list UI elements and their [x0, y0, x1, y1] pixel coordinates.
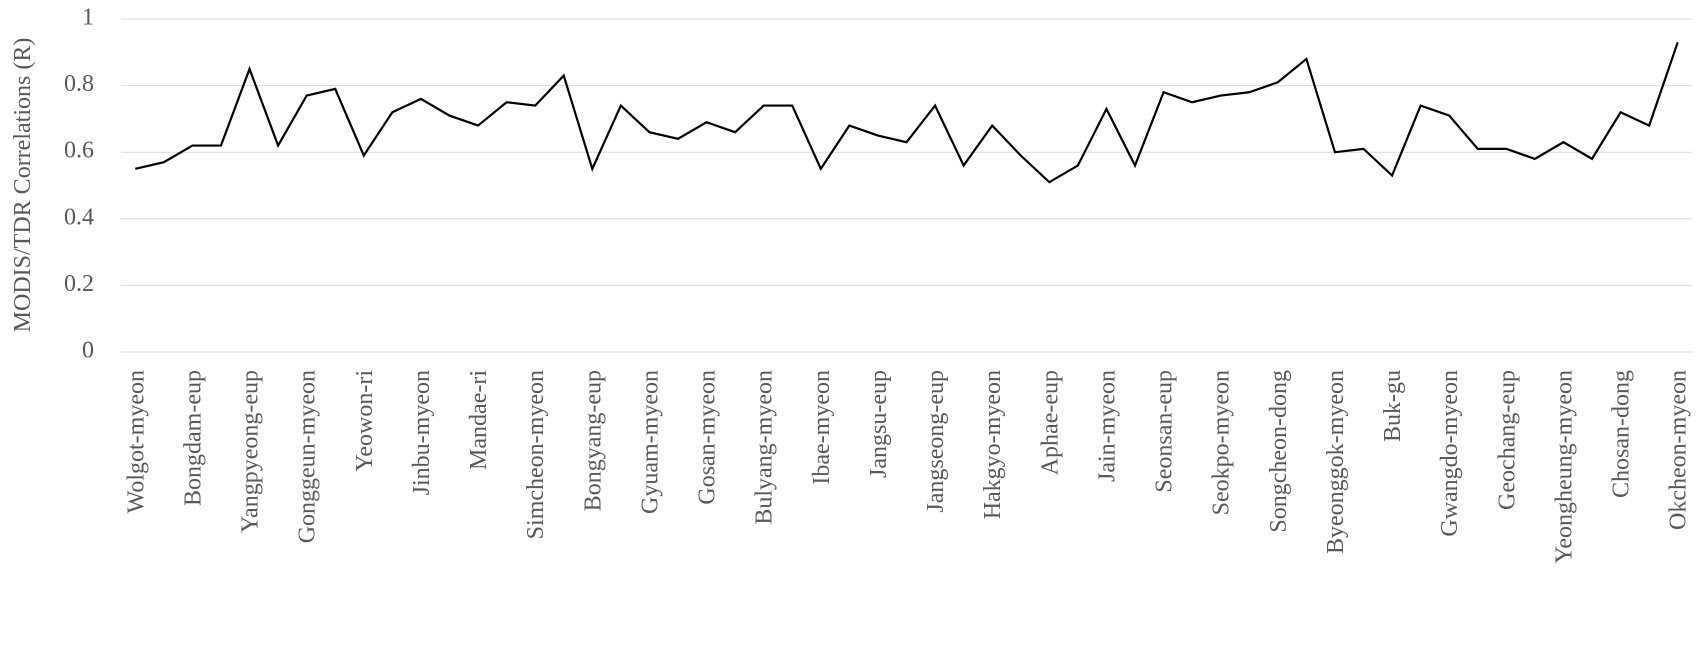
x-tick-label: Byeonggok-myeon: [1323, 370, 1349, 554]
x-tick-label: Mandae-ri: [466, 370, 492, 470]
x-tick-label: Buk-gu: [1380, 370, 1406, 442]
x-tick-label: Gwangdo-myeon: [1437, 370, 1463, 537]
x-tick-label: Yangpyeong-eup: [238, 370, 264, 533]
x-tick-label: Bongdam-eup: [180, 370, 206, 506]
y-tick-label: 0.2: [64, 271, 94, 297]
y-tick-label: 0: [82, 338, 94, 364]
y-tick-label: 0.8: [64, 71, 94, 97]
x-tick-label: Ibae-myeon: [809, 370, 835, 485]
x-tick-label: Bongyang-eup: [580, 370, 606, 511]
x-tick-label: Okcheon-myeon: [1666, 370, 1692, 530]
y-tick-label: 0.6: [64, 138, 94, 164]
x-tick-label: Gonggeun-myeon: [295, 370, 321, 543]
x-tick-label: Chosan-dong: [1609, 370, 1635, 498]
x-tick-label: Jangseong-eup: [923, 370, 949, 513]
x-tick-label: Yeowon-ri: [352, 370, 378, 472]
x-tick-label: Jangsu-eup: [866, 370, 892, 478]
x-tick-label: Hakgyo-myeon: [980, 370, 1006, 519]
x-tick-label: Seonsan-eup: [1152, 370, 1178, 493]
x-tick-label: Seokpo-myeon: [1209, 370, 1235, 515]
x-tick-label: Bulyang-myeon: [752, 370, 778, 525]
x-tick-label: Wolgot-myeon: [123, 370, 149, 513]
x-tick-label: Songcheon-dong: [1266, 370, 1292, 533]
x-tick-label: Simcheon-myeon: [523, 370, 549, 539]
x-tick-label: Aphae-eup: [1037, 370, 1063, 475]
y-tick-label: 0.4: [64, 204, 94, 230]
x-tick-label: Geochang-eup: [1494, 370, 1520, 510]
y-axis-title: MODIS/TDR Correlations (R): [10, 38, 36, 333]
x-tick-label: Jinbu-myeon: [409, 370, 435, 495]
x-tick-label: Jain-myeon: [1094, 370, 1120, 482]
x-tick-label: Gyuam-myeon: [637, 370, 663, 514]
y-tick-label: 1: [82, 5, 94, 31]
data-line: [135, 41, 1679, 184]
x-tick-label: Yeongheung-myeon: [1551, 370, 1577, 564]
x-tick-label: Gosan-myeon: [695, 370, 721, 505]
